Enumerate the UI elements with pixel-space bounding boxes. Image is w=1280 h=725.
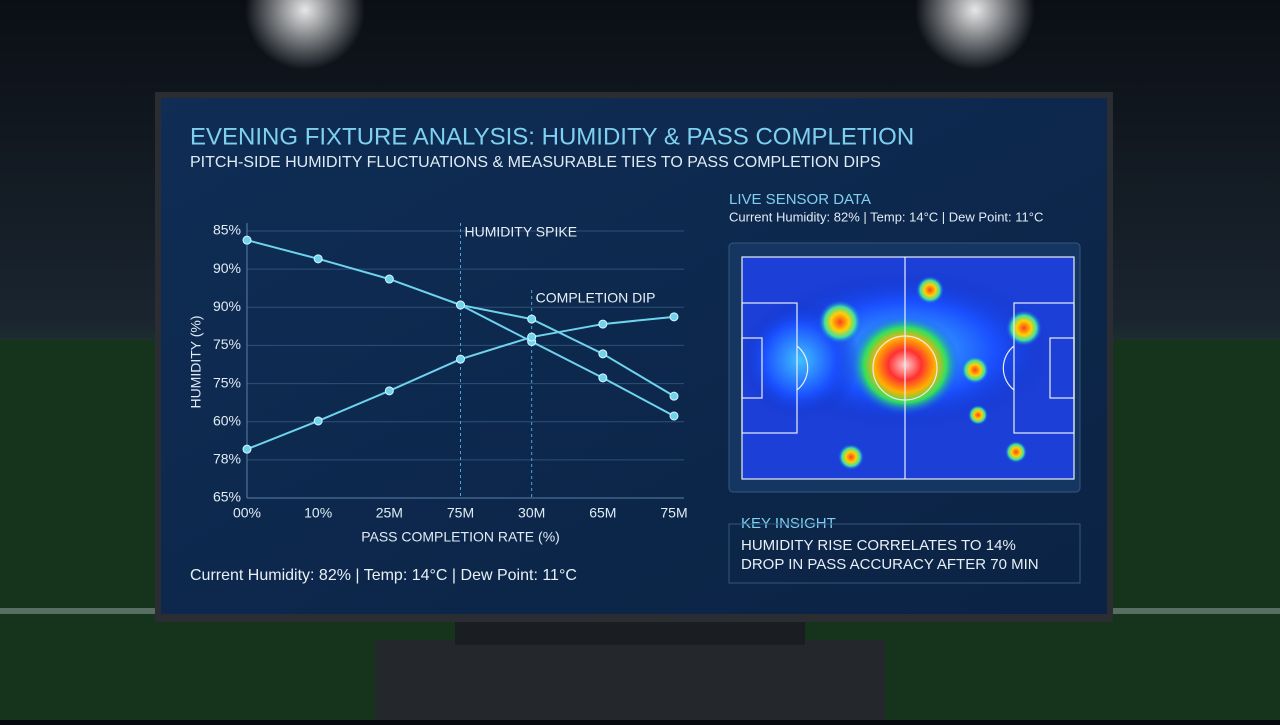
insight-box [728,523,1081,584]
y-tick-label: 75% [213,336,241,352]
insight-line: DROP IN PASS ACCURACY AFTER 70 MIN [741,556,1039,573]
data-point [242,235,252,245]
data-point [669,411,679,421]
heatmap [740,256,1075,480]
data-point [313,254,323,264]
annotation: HUMIDITY SPIKE [465,224,578,240]
insight-line: HUMIDITY RISE CORRELATES TO 14% [741,537,1016,554]
x-tick-label: 00% [233,505,261,521]
insight-title: KEY INSIGHT [741,515,836,532]
data-point [456,354,465,364]
data-point [384,274,394,284]
floodlight [915,0,1035,70]
footer: Current Humidity: 82% | Temp: 14°C | Dew… [190,567,577,584]
x-tick-label: 75M [447,505,474,521]
x-tick-label: 75M [660,505,687,521]
y-tick-label: 65% [213,489,241,505]
y-tick-label: 60% [213,412,241,428]
x-tick-label: 25M [376,505,403,521]
floodlight [245,0,365,70]
data-point [598,319,608,329]
series-line [460,304,675,417]
data-point [598,373,608,383]
y-tick-label: 90% [213,298,241,314]
chart: 65% 78% 60% 75% 75% 90% 90% 85% 00% 10% 25M 75M 30M 6… [188,222,688,545]
data-point [598,349,608,359]
data-point [384,386,394,396]
y-axis-label: HUMIDITY (%) [188,315,204,408]
x-tick-label: 10% [304,505,332,521]
sensor-title: LIVE SENSOR DATA [729,191,871,208]
stand [375,640,885,720]
y-tick-label: 78% [213,451,241,467]
data-point [456,300,465,310]
y-tick-label: 90% [213,260,241,276]
title: EVENING FIXTURE ANALYSIS: HUMIDITY & PAS… [190,123,914,150]
subtitle: PITCH-SIDE HUMIDITY FLUCTUATIONS & MEASU… [190,154,881,171]
annotation: COMPLETION DIP [536,290,656,306]
data-point [527,332,537,342]
x-tick-label: 65M [589,505,616,521]
sensor-readout: Current Humidity: 82% | Temp: 14°C | Dew… [729,209,1043,224]
data-point [669,312,679,322]
x-tick-label: 30M [518,505,545,521]
y-tick-label: 85% [213,222,241,238]
data-point [313,416,323,426]
data-point [527,314,537,324]
y-tick-label: 75% [213,374,241,390]
data-point [242,444,252,454]
x-axis-label: PASS COMPLETION RATE (%) [361,529,560,545]
data-point [669,391,679,401]
